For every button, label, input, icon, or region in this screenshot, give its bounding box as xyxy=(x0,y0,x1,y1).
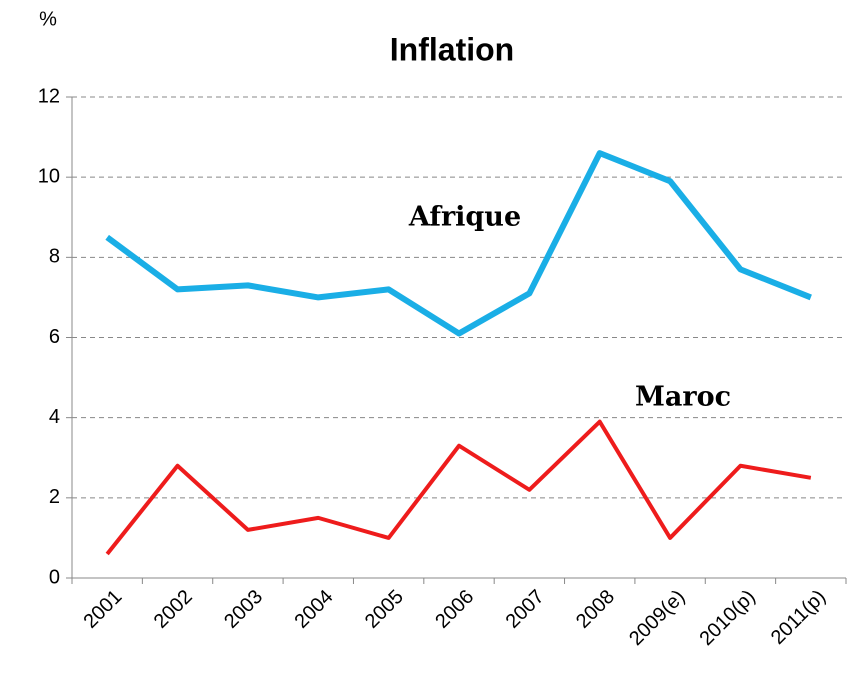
y-axis-label: % xyxy=(39,8,57,30)
x-tick-label: 2011(p) xyxy=(767,586,830,649)
x-tick-label: 2008 xyxy=(572,586,619,633)
y-tick-label: 10 xyxy=(38,165,60,187)
x-tick-label: 2002 xyxy=(150,586,197,633)
series-label: Maroc xyxy=(635,382,731,413)
x-tick-label: 2001 xyxy=(79,586,126,633)
x-tick-label: 2010(p) xyxy=(695,586,759,650)
x-tick-label: 2009(e) xyxy=(625,586,689,650)
series-line xyxy=(105,419,812,556)
y-tick-label: 2 xyxy=(49,486,60,508)
y-tick-label: 4 xyxy=(49,406,60,428)
y-tick-label: 0 xyxy=(49,566,60,588)
x-tick-label: 2005 xyxy=(361,586,408,633)
y-tick-label: 8 xyxy=(49,246,60,268)
x-tick-label: 2007 xyxy=(502,586,549,633)
x-tick-label: 2006 xyxy=(431,586,478,633)
x-tick-label: 2004 xyxy=(291,586,338,633)
x-tick-label: 2003 xyxy=(220,586,267,633)
y-tick-label: 6 xyxy=(49,326,60,348)
series-line xyxy=(105,150,812,337)
chart-title: Inflation xyxy=(390,31,514,67)
y-tick-label: 12 xyxy=(38,85,60,107)
series-label: Afrique xyxy=(408,202,521,233)
